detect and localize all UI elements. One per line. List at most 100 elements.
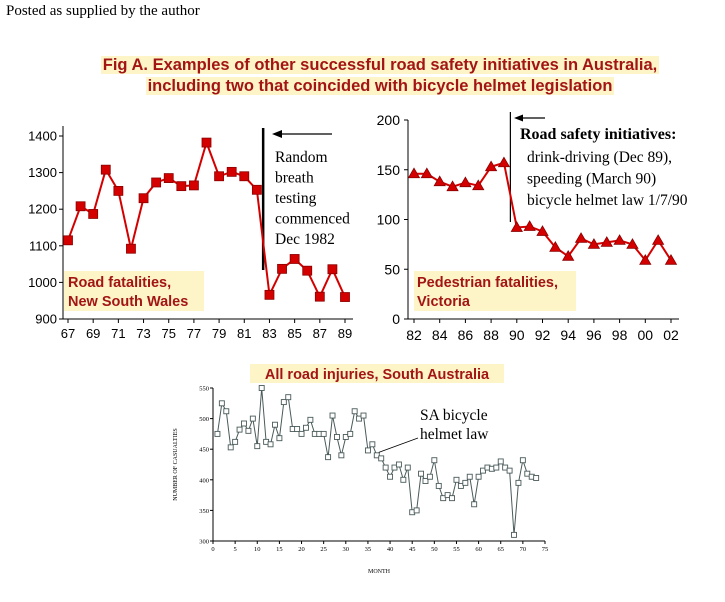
x-tick-label: 88: [483, 327, 499, 343]
chart-label-line: Victoria: [417, 294, 471, 310]
data-point: [373, 452, 380, 459]
data-point: [245, 427, 252, 434]
figure-title-line-1: Fig A. Examples of other successful road…: [100, 56, 660, 74]
data-point: [533, 475, 540, 481]
annotation-line: testing: [275, 190, 317, 207]
x-axis-label: MONTH: [368, 569, 391, 575]
data-point: [515, 479, 522, 486]
data-point: [613, 234, 626, 245]
x-tick-label: 02: [663, 327, 679, 343]
data-point: [264, 289, 275, 300]
y-axis-label: NUMBER OF CASUALTIES: [173, 428, 179, 500]
data-point: [338, 452, 345, 459]
data-point: [113, 185, 124, 196]
x-tick-label: 30: [343, 546, 350, 553]
data-point: [285, 394, 292, 401]
data-point: [457, 482, 464, 489]
data-point: [126, 243, 136, 254]
annotation-pointer: [378, 437, 419, 453]
data-point: [440, 495, 447, 502]
data-point: [369, 441, 376, 448]
x-tick-label: 69: [86, 326, 100, 341]
x-tick-label: 77: [187, 326, 201, 341]
data-point: [418, 470, 425, 477]
x-tick-label: 86: [458, 327, 474, 343]
data-point: [407, 167, 421, 179]
data-point: [395, 461, 402, 468]
data-point: [600, 236, 613, 247]
data-point: [218, 400, 225, 407]
data-point: [475, 473, 482, 480]
x-tick-label: 79: [212, 326, 226, 341]
data-point: [484, 160, 498, 172]
data-point: [258, 385, 265, 391]
annotation-line: bicycle helmet law 1/7/90: [527, 192, 688, 209]
chart-label-line: New South Wales: [68, 294, 188, 310]
x-tick-label: 35: [365, 546, 372, 553]
data-point: [289, 254, 300, 264]
data-point: [446, 180, 459, 192]
data-point: [325, 454, 332, 461]
chart-title: All road injuries, South Australia: [265, 367, 490, 383]
data-point: [497, 156, 511, 168]
x-tick-label: 73: [136, 326, 150, 341]
y-tick-label: 1300: [28, 165, 57, 180]
x-tick-label: 98: [612, 327, 628, 343]
data-point: [382, 464, 389, 471]
data-point: [420, 167, 434, 179]
x-tick-label: 65: [497, 546, 504, 553]
data-point: [347, 430, 354, 437]
data-point: [574, 232, 588, 243]
x-tick-label: 87: [313, 326, 327, 341]
x-tick-label: 71: [111, 326, 125, 341]
data-point: [472, 179, 485, 191]
data-point: [201, 137, 212, 148]
data-point: [639, 253, 652, 265]
x-tick-label: 94: [560, 327, 576, 343]
y-tick-label: 350: [199, 508, 209, 515]
data-point: [497, 458, 504, 465]
x-tick-label: 75: [161, 326, 175, 341]
data-point: [459, 176, 472, 188]
data-point: [413, 507, 420, 514]
data-point: [340, 292, 350, 302]
x-tick-label: 85: [287, 326, 301, 341]
x-tick-label: 45: [409, 546, 416, 553]
x-tick-label: 10: [254, 546, 261, 553]
data-point: [422, 478, 429, 484]
x-tick-label: 70: [520, 546, 527, 553]
y-tick-label: 1400: [28, 129, 57, 144]
y-tick-label: 400: [199, 477, 209, 484]
data-point: [303, 424, 309, 431]
y-tick-label: 1000: [28, 275, 57, 290]
data-point: [267, 441, 274, 448]
data-point: [307, 416, 314, 423]
data-point: [404, 464, 411, 471]
data-point: [342, 434, 349, 440]
data-point: [236, 426, 243, 433]
data-point: [254, 443, 261, 450]
x-tick-label: 67: [61, 326, 75, 341]
data-point: [294, 426, 301, 432]
data-point: [320, 430, 327, 437]
data-point: [63, 235, 73, 246]
data-point: [351, 408, 358, 415]
x-tick-label: 81: [237, 326, 251, 341]
data-point: [138, 193, 149, 204]
data-point: [163, 173, 174, 183]
data-point: [280, 399, 287, 406]
data-point: [651, 234, 665, 245]
data-point: [239, 171, 250, 182]
data-point: [189, 180, 199, 191]
figure-title-line-2: including two that coincided with bicycl…: [145, 77, 615, 95]
data-point: [587, 238, 601, 249]
annotation-line: Dec 1982: [275, 231, 335, 248]
data-point: [302, 265, 313, 276]
data-point: [480, 467, 486, 474]
x-tick-label: 60: [475, 546, 482, 553]
data-point: [523, 220, 536, 231]
y-tick-label: 550: [199, 386, 209, 393]
data-point: [549, 241, 562, 252]
data-point: [391, 464, 398, 471]
